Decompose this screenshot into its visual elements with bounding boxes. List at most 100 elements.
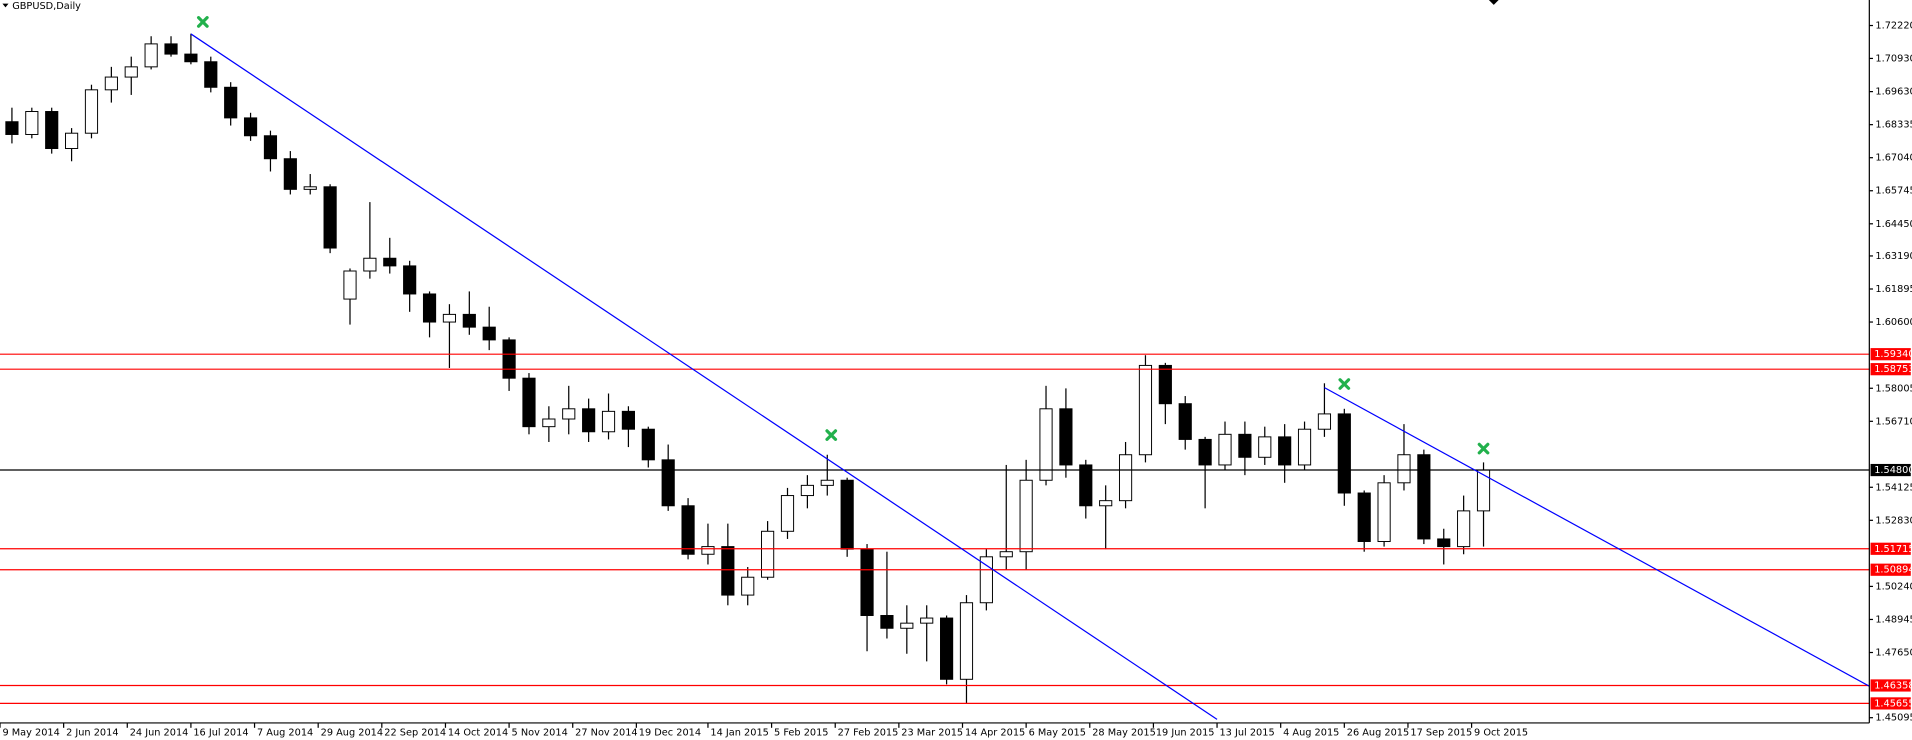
candle-body (1198, 438, 1212, 466)
y-tick-label: 1.50240 (1875, 581, 1912, 592)
candle-body (84, 89, 99, 134)
x-tick-label: 2 Jun 2014 (66, 728, 118, 739)
trendline (190, 33, 1218, 720)
candle-body (820, 479, 834, 486)
candle-body (5, 121, 19, 135)
candle-body (1138, 364, 1153, 456)
x-tick-label: 24 Jun 2014 (130, 728, 189, 739)
candle-body (1337, 413, 1351, 494)
candle-body (959, 602, 974, 680)
candle-body (1059, 408, 1073, 466)
candle-body (224, 86, 238, 119)
trendline (1324, 387, 1870, 687)
candle-body (1397, 454, 1411, 484)
candle-body (940, 617, 954, 680)
candle-body (422, 293, 437, 323)
candle-body (45, 111, 59, 150)
candle-body (1218, 433, 1232, 466)
x-tick-label: 4 Aug 2015 (1283, 728, 1339, 739)
menu-arrow[interactable] (2, 3, 9, 8)
candle-body (25, 111, 39, 135)
candle-body (780, 495, 795, 532)
x-tick-label: 9 Oct 2015 (1474, 728, 1528, 739)
candle-body (1099, 500, 1113, 507)
x-tick-label: 14 Jan 2015 (710, 728, 768, 739)
x-tick-label: 14 Apr 2015 (965, 728, 1025, 739)
x-tick-label: 29 Aug 2014 (321, 728, 383, 739)
level-label: 1.46358 (1874, 680, 1912, 691)
y-tick-label: 1.70930 (1875, 53, 1912, 64)
y-tick-label: 1.72220 (1875, 21, 1912, 32)
y-tick-label: 1.52830 (1875, 515, 1912, 526)
x-tick-label: 6 May 2015 (1029, 728, 1086, 739)
level-label-box (1870, 542, 1911, 555)
x-tick-label: 23 Mar 2015 (901, 728, 963, 739)
y-tick-label: 1.56710 (1875, 416, 1912, 427)
candle-body (164, 43, 178, 55)
level-label: 1.58753 (1874, 364, 1912, 375)
candle-body (303, 186, 317, 190)
candle-body (1297, 428, 1312, 466)
y-tick-label: 1.61895 (1875, 284, 1912, 295)
shift-marker (1488, 0, 1499, 5)
candle-body (601, 410, 616, 433)
candle-body (1238, 433, 1252, 458)
candle-body (1437, 538, 1451, 548)
candle-body (1417, 454, 1431, 540)
candle-body (522, 377, 536, 428)
x-marker (196, 16, 209, 28)
candle-body (1178, 403, 1192, 440)
level-label-box (1870, 679, 1911, 692)
level-label-box (1870, 697, 1911, 710)
level-label-box (1870, 463, 1911, 477)
y-tick-label: 1.64450 (1875, 219, 1912, 230)
candle-body (721, 546, 735, 596)
x-marker (1338, 378, 1351, 390)
candle-body (263, 135, 278, 160)
candle-body (920, 617, 934, 624)
x-tick-label: 27 Nov 2014 (575, 728, 637, 739)
candle-body (681, 505, 695, 555)
candle-body (880, 615, 894, 629)
candle-body (860, 548, 874, 616)
x-marker (825, 429, 838, 441)
level-label: 1.59340 (1874, 349, 1912, 360)
y-tick-label: 1.47650 (1875, 648, 1912, 659)
level-label: 1.54800 (1874, 465, 1912, 476)
x-tick-label: 16 Jul 2014 (193, 728, 248, 739)
x-tick-label: 27 Feb 2015 (838, 728, 899, 739)
level-label-box (1870, 363, 1911, 376)
candle-body (999, 551, 1013, 558)
y-tick-label: 1.45095 (1875, 713, 1912, 724)
candle-body (442, 313, 457, 323)
candle-body (104, 76, 118, 91)
y-tick-label: 1.67040 (1875, 153, 1912, 164)
x-tick-label: 5 Feb 2015 (774, 728, 828, 739)
x-tick-label: 22 Sep 2014 (384, 728, 446, 739)
x-tick-label: 9 May 2014 (2, 728, 59, 739)
candle-body (900, 622, 914, 629)
candle-body (562, 408, 576, 420)
x-tick-label: 26 Aug 2015 (1347, 728, 1409, 739)
x-tick-label: 13 Jul 2015 (1219, 728, 1274, 739)
candle-body (840, 479, 854, 550)
candle-body (204, 61, 218, 88)
x-tick-label: 28 May 2015 (1092, 728, 1156, 739)
y-tick-label: 1.63190 (1875, 251, 1912, 262)
candle-body (661, 459, 675, 507)
candle-body (621, 410, 635, 430)
candle-body (243, 117, 258, 137)
x-tick-label: 7 Aug 2014 (257, 728, 313, 739)
level-label: 1.51715 (1874, 544, 1912, 555)
candle-body (363, 257, 377, 272)
candle-body (1278, 436, 1292, 466)
y-tick-label: 1.65745 (1875, 186, 1912, 197)
candle-body (761, 530, 775, 578)
candle-body (502, 339, 516, 379)
x-marker (1477, 442, 1490, 455)
candle-body (1357, 492, 1371, 542)
candle-body (1158, 364, 1172, 405)
candle-body (701, 546, 715, 555)
candle-body (323, 186, 337, 249)
candle-body (343, 270, 357, 300)
